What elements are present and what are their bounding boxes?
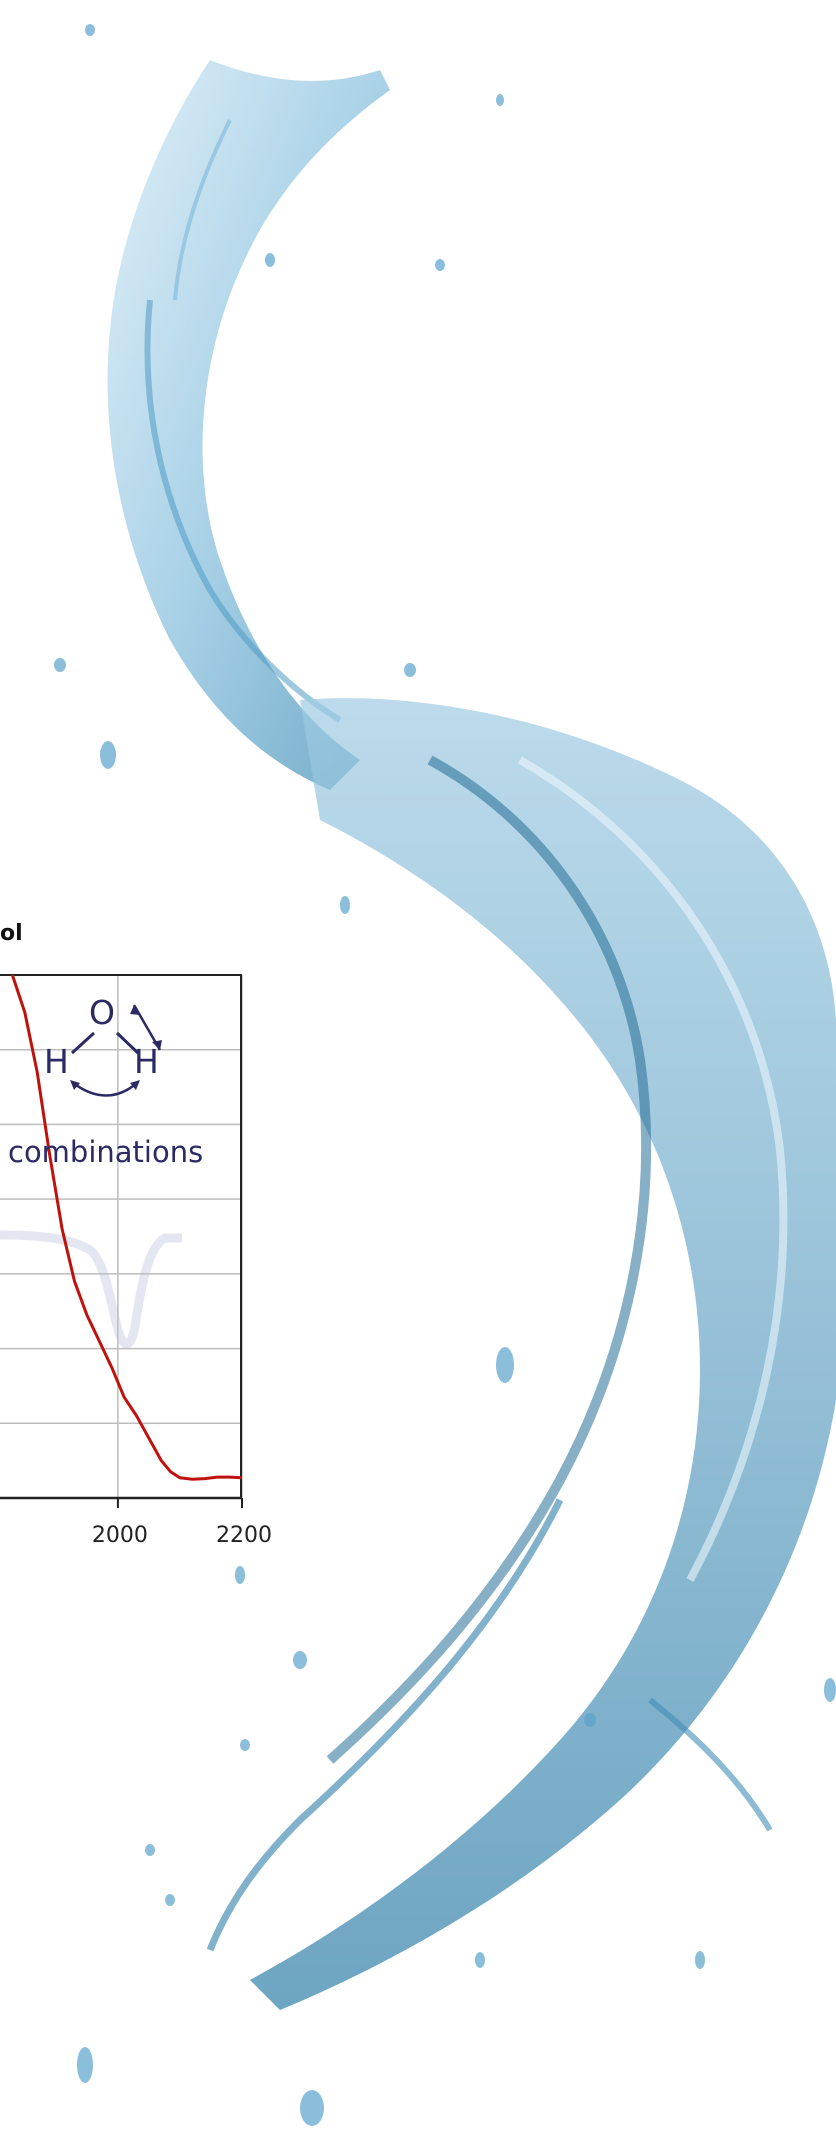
water-splash-image <box>54 24 836 2126</box>
x-tick-label: 2000 <box>92 1523 148 1548</box>
molecule-hydrogen-left: H <box>44 1042 69 1081</box>
chart-title-fragment: ol <box>0 921 23 946</box>
band-annotation: combinations <box>8 1135 203 1169</box>
molecule-hydrogen-right: H <box>134 1042 159 1081</box>
x-tick-label: 2200 <box>216 1523 272 1548</box>
molecule-oxygen: O <box>89 993 115 1032</box>
spectrum-chart: ol 2000 2200 combinations O H H <box>0 921 272 1548</box>
water-molecule-icon: O H H <box>44 993 162 1097</box>
spectrum-line <box>10 975 242 1481</box>
x-ticks: 2000 2200 <box>92 1498 272 1548</box>
